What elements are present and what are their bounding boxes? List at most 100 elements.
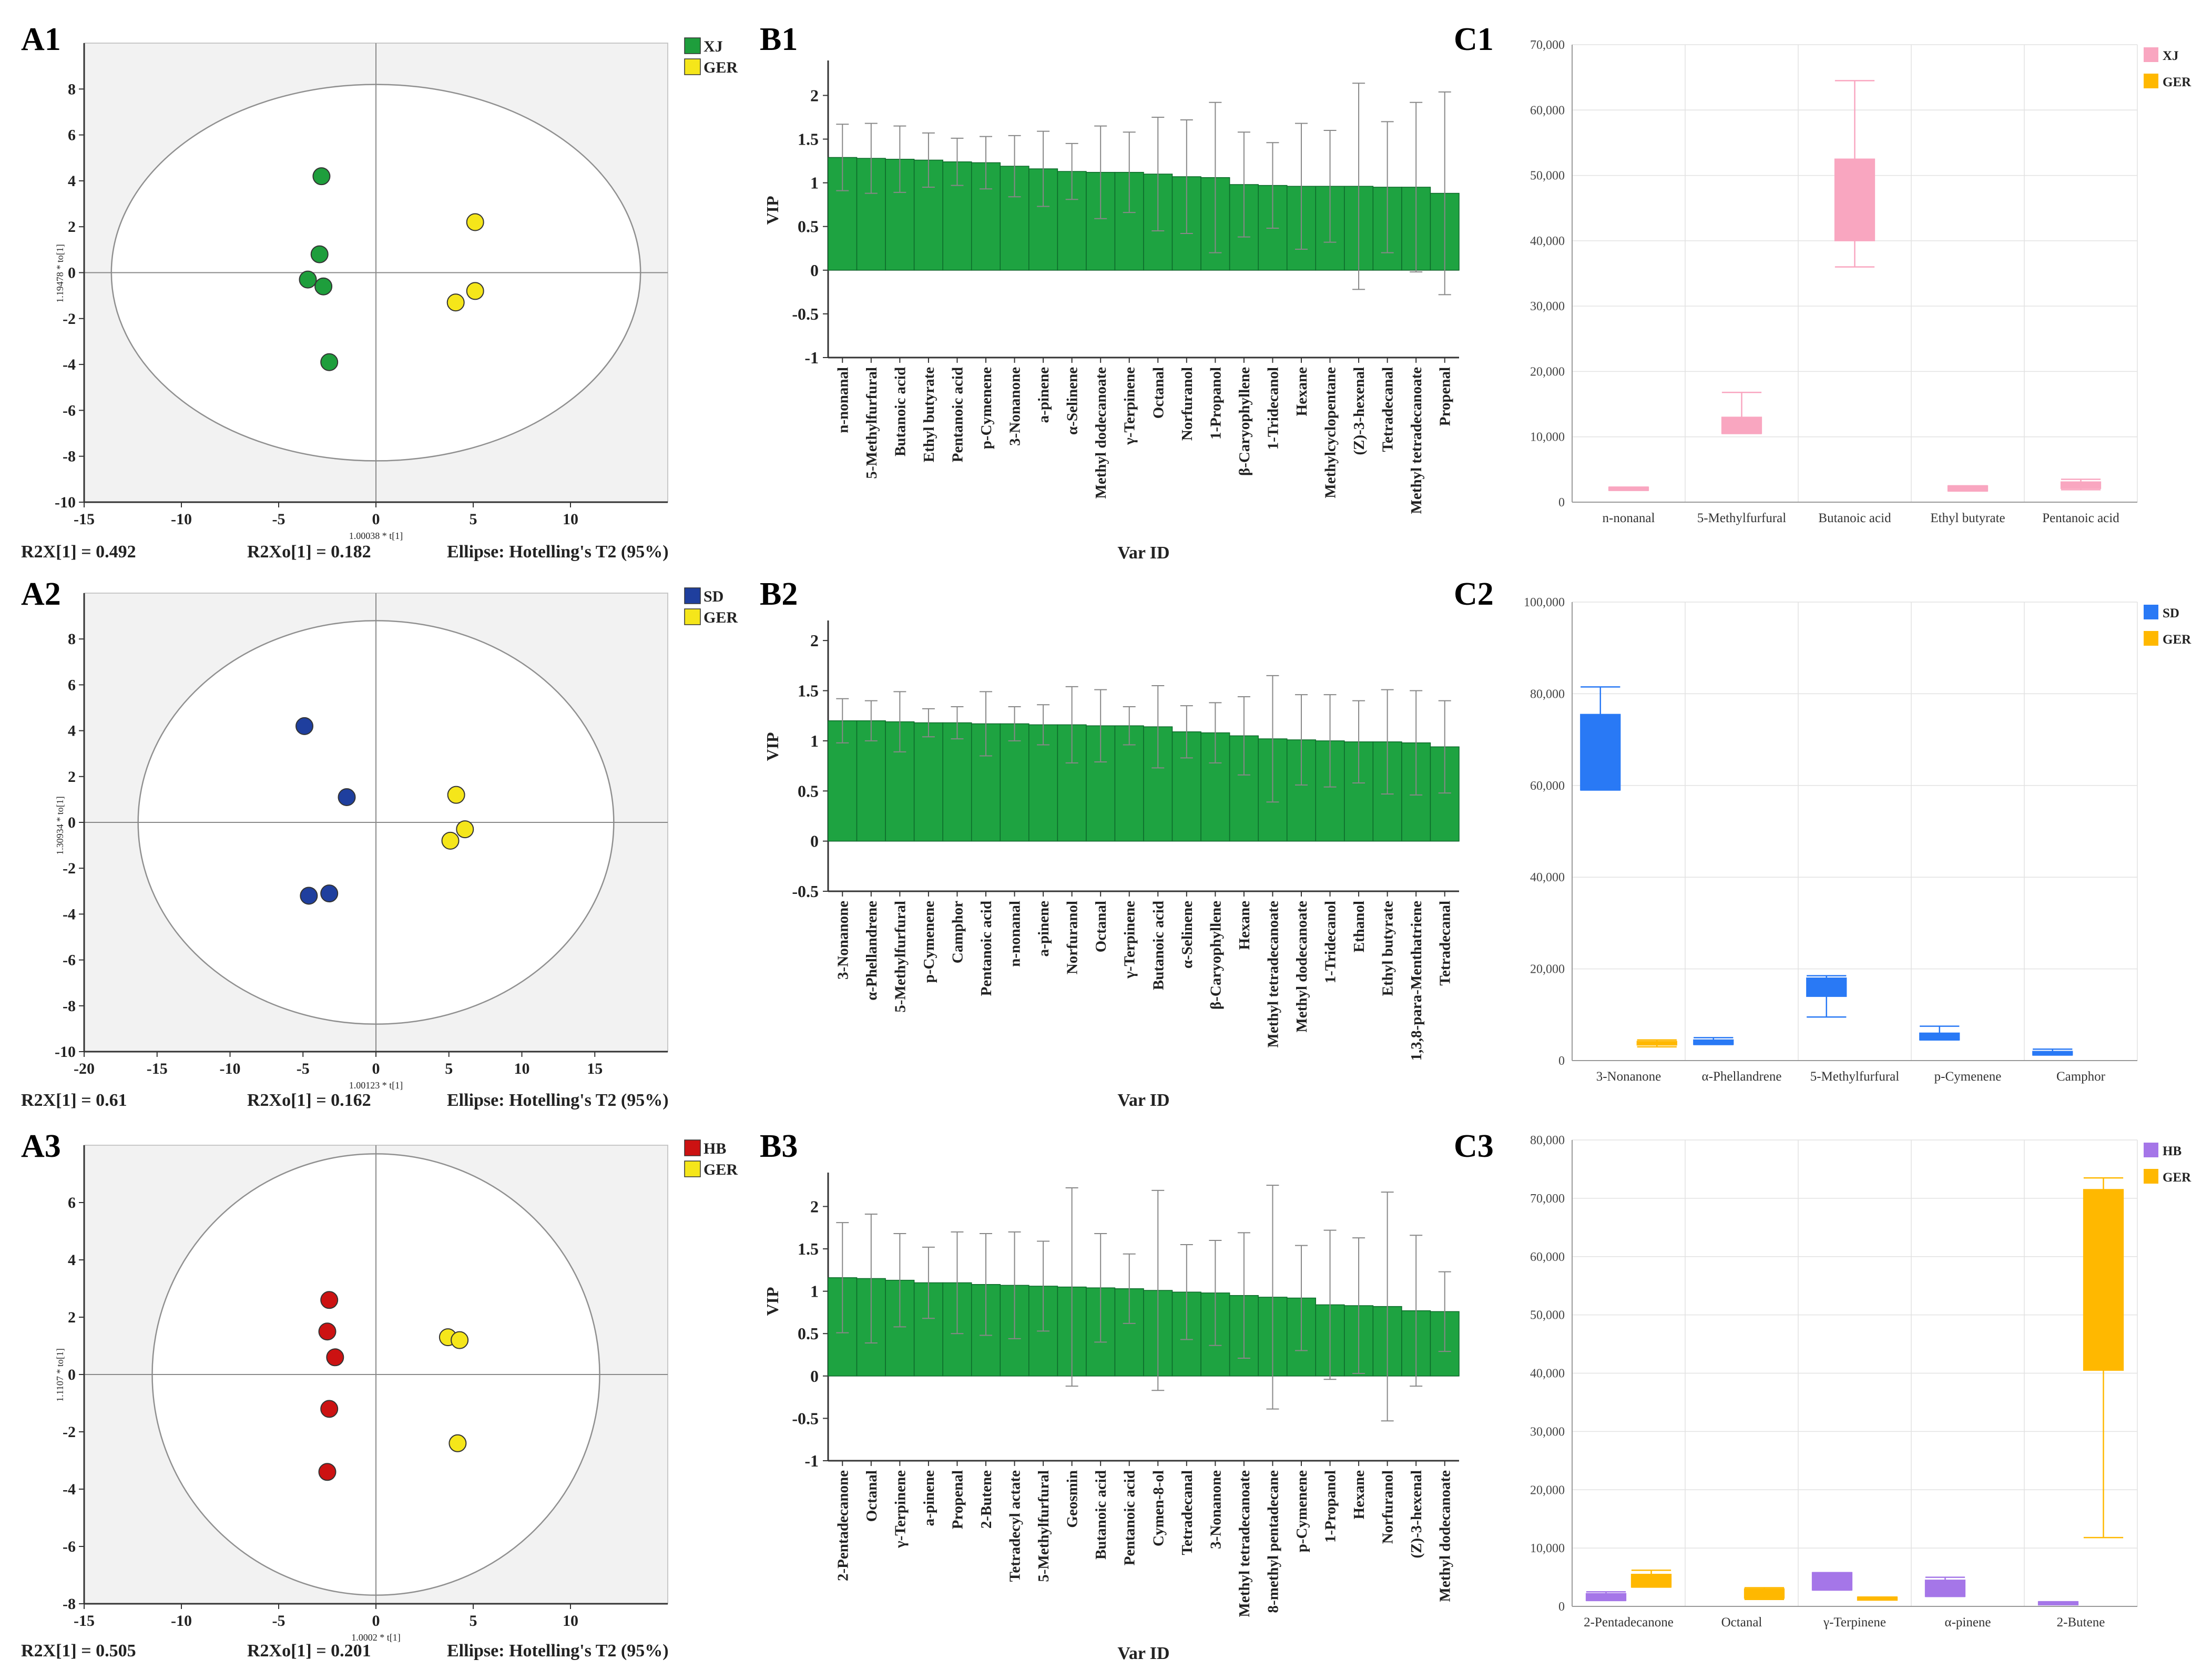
y-tick-label: -1 xyxy=(804,348,819,367)
x-tick-label: Butanoic acid xyxy=(1818,511,1891,525)
x-tick-label: (Z)-3-hexenal xyxy=(1351,367,1368,455)
y-tick-label: 0 xyxy=(1558,496,1565,510)
legend-swatch-GER xyxy=(684,608,701,625)
x-tick-label: 3-Nonanone xyxy=(1007,367,1024,446)
vip-bar-chart-B3: -1 -0.5 0 0.5 1 1.5 2 2-Pentadecanone Octanal γ-T… xyxy=(760,1128,1460,1663)
vip-bar-chart-B1: -1 -0.5 0 0.5 1 1.5 2 n-nonanal 5-Methylfurfural… xyxy=(760,22,1460,563)
x-tick-label: Octanal xyxy=(1721,1615,1762,1630)
legend-label-GER: GER xyxy=(2163,633,2191,647)
panel-label: B2 xyxy=(760,576,798,612)
box-XJ xyxy=(1608,486,1649,491)
data-point-GER xyxy=(447,786,465,804)
y-tick-label: 2 xyxy=(810,86,819,105)
x-tick-label: 3-Nonanone xyxy=(1596,1070,1661,1084)
legend-swatch-GER xyxy=(2144,74,2158,88)
legend-label-HB: HB xyxy=(2163,1144,2182,1158)
box-SD xyxy=(1806,978,1847,997)
x-tick-label: γ-Terpinene xyxy=(1122,367,1138,445)
y-tick-label: 1.5 xyxy=(798,681,819,700)
x-tick-label: 1-Tridecanol xyxy=(1265,367,1281,450)
legend-swatch-SD xyxy=(2144,605,2158,619)
y-tick-label: 60,000 xyxy=(1530,104,1565,117)
y-tick-label: 6 xyxy=(68,676,76,694)
box-plot-C3: 0 10,000 20,000 30,000 40,000 50,000 60,000 70,… xyxy=(1454,1128,2191,1630)
y-tick-label: 0 xyxy=(810,832,819,851)
x-tick-label: Norfuranol xyxy=(1380,1470,1396,1544)
x-tick-label: γ-Terpinene xyxy=(1823,1615,1886,1630)
data-point-XJ xyxy=(320,353,339,371)
legend-swatch-GER xyxy=(2144,631,2158,646)
y-tick-label: -6 xyxy=(63,1538,76,1555)
x-tick-label: 5 xyxy=(470,511,477,528)
legend-label-XJ: XJ xyxy=(2163,49,2179,63)
x-tick-label: Butanoic acid xyxy=(1093,1470,1109,1560)
data-point-GER xyxy=(466,213,484,231)
r2x-label: R2X[1] = 0.505 xyxy=(21,1641,136,1661)
y-axis-label: 1.19478 * to[1] xyxy=(55,244,65,303)
y-tick-label: -0.5 xyxy=(792,1409,819,1428)
y-tick-label: -4 xyxy=(63,905,76,923)
y-tick-label: -8 xyxy=(63,997,76,1015)
y-tick-label: 6 xyxy=(68,1194,76,1211)
x-tick-label: Methyl dodecanoate xyxy=(1293,901,1310,1033)
x-tick-label: -5 xyxy=(272,511,286,528)
x-tick-label: α-Selinene xyxy=(1064,367,1081,435)
x-tick-label: -15 xyxy=(74,1612,95,1630)
x-tick-label: 3-Nonanone xyxy=(1207,1470,1224,1549)
y-tick-label: 10,000 xyxy=(1530,1542,1565,1555)
x-tick-label: Octanal xyxy=(863,1470,880,1522)
legend-swatch-XJ xyxy=(684,37,701,54)
x-tick-label: -20 xyxy=(74,1060,95,1077)
x-tick-label: Tetradecanal xyxy=(1437,901,1454,986)
y-tick-label: 1.5 xyxy=(798,1239,819,1258)
ellipse-label: Ellipse: Hotelling's T2 (95%) xyxy=(447,1091,669,1110)
x-tick-label: 8-methyl pentadecane xyxy=(1265,1470,1281,1613)
y-tick-label: -0.5 xyxy=(792,304,819,323)
panel-label: C1 xyxy=(1454,22,1494,57)
x-tick-label: -5 xyxy=(297,1060,310,1077)
legend-label-GER: GER xyxy=(704,1161,738,1178)
x-tick-label: Methyl tetradecanoate xyxy=(1236,1470,1253,1617)
box-HB xyxy=(1924,1580,1966,1597)
y-tick-label: 2 xyxy=(68,218,76,236)
x-tick-label: Pentanoic acid xyxy=(978,901,995,996)
y-axis-label: VIP xyxy=(763,196,782,225)
box-GER xyxy=(1857,1596,1898,1601)
y-tick-label: 4 xyxy=(68,722,76,740)
x-tick-label: (Z)-3-hexenal xyxy=(1408,1470,1425,1559)
data-point-HB xyxy=(318,1463,337,1481)
data-point-HB xyxy=(318,1322,337,1341)
x-tick-label: Octanal xyxy=(1150,367,1167,419)
y-tick-label: 70,000 xyxy=(1530,1192,1565,1206)
x-tick-label: Tetradecanal xyxy=(1179,1470,1196,1555)
data-point-GER xyxy=(466,282,484,300)
x-tick-label: 0 xyxy=(372,511,380,528)
legend-label-HB: HB xyxy=(704,1140,726,1157)
x-tick-label: 5-Methylfurfural xyxy=(1810,1070,1899,1084)
x-tick-label: -10 xyxy=(220,1060,241,1077)
y-tick-label: 1 xyxy=(810,731,819,750)
y-tick-label: 70,000 xyxy=(1530,38,1565,52)
box-XJ xyxy=(1721,416,1762,434)
legend-swatch-SD xyxy=(684,587,701,604)
y-tick-label: -0.5 xyxy=(792,882,819,901)
ellipse-label: Ellipse: Hotelling's T2 (95%) xyxy=(447,1641,669,1661)
panel-label: B1 xyxy=(760,22,798,57)
x-tick-label: α-Selinene xyxy=(1179,901,1196,969)
box-GER xyxy=(1636,1041,1677,1046)
y-tick-label: 8 xyxy=(68,80,76,98)
x-tick-label: 10 xyxy=(514,1060,530,1077)
y-tick-label: -4 xyxy=(63,1481,76,1498)
y-tick-label: 1 xyxy=(810,174,819,192)
y-tick-label: 40,000 xyxy=(1530,1367,1565,1381)
x-tick-label: 2-Butene xyxy=(2057,1615,2105,1630)
vip-bar xyxy=(942,722,972,842)
x-tick-label: n-nonanal xyxy=(1007,901,1024,967)
x-tick-label: 10 xyxy=(563,511,578,528)
x-tick-label: Butanoic acid xyxy=(892,367,909,456)
x-axis-label: Var ID xyxy=(1117,543,1169,563)
x-tick-label: β-Caryophyllene xyxy=(1236,367,1253,476)
r2xo-label: R2Xo[1] = 0.201 xyxy=(247,1641,371,1661)
